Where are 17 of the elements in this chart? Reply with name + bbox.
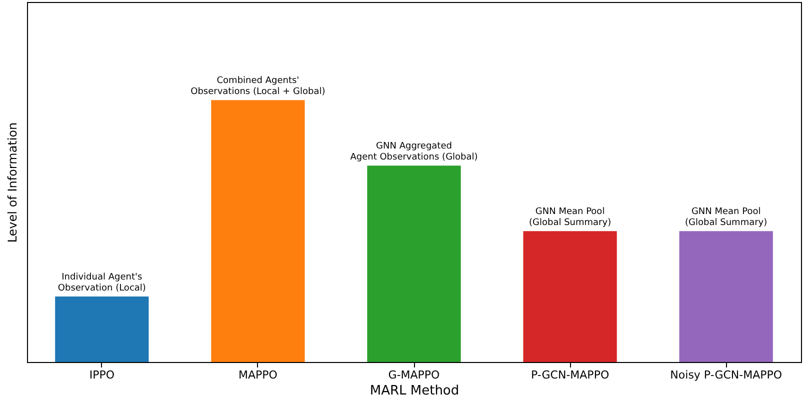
- bar: [679, 231, 773, 362]
- y-axis-title: Level of Information: [6, 122, 20, 243]
- bar: [367, 166, 461, 362]
- x-tick-label: P-GCN-MAPPO: [530, 368, 610, 382]
- annotation: GNN Mean Pool (Global Summary): [685, 207, 768, 228]
- annotation: Combined Agents' Observations (Local + Global): [190, 76, 326, 98]
- bar: [211, 100, 305, 362]
- bar: [523, 231, 617, 362]
- x-axis-title: MARL Method: [370, 384, 460, 398]
- x-tick-label: Noisy P-GCN-MAPPO: [670, 368, 782, 382]
- bar: [55, 296, 149, 362]
- x-tick-label: G-MAPPO: [388, 368, 440, 382]
- annotation: GNN Aggregated Agent Observations (Global): [350, 142, 478, 163]
- x-tick-label: MAPPO: [238, 368, 278, 382]
- annotation: Individual Agent's Observation (Local): [58, 272, 146, 294]
- annotation: GNN Mean Pool (Global Summary): [529, 207, 612, 228]
- x-tick-label: IPPO: [89, 368, 115, 382]
